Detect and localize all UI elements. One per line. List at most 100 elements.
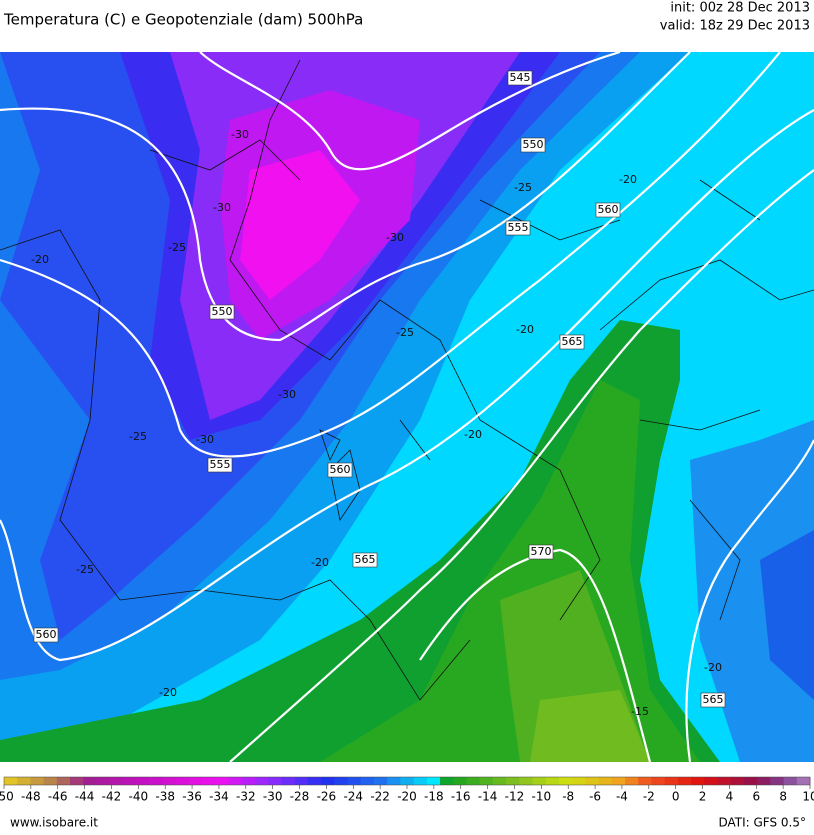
- colorbar-swatch: [783, 777, 798, 785]
- colorbar-swatch: [149, 777, 164, 785]
- colorbar-swatch: [479, 777, 494, 785]
- colorbar-swatch: [492, 777, 507, 785]
- label-box: [327, 462, 353, 478]
- temperature-label: -25: [396, 326, 414, 339]
- colorbar-tick-label: 8: [779, 790, 787, 804]
- label-box: [209, 304, 235, 320]
- colorbar-swatch: [162, 777, 177, 785]
- colorbar-tick-label: -34: [209, 790, 229, 804]
- geopotential-label: 560: [330, 463, 351, 476]
- colorbar-swatch: [704, 777, 719, 785]
- colorbar: -50-48-46-44-42-40-38-36-34-32-30-28-26-…: [0, 776, 814, 804]
- colorbar-swatch: [228, 777, 243, 785]
- label-box: [528, 544, 554, 560]
- geopotential-label: 565: [562, 335, 583, 348]
- label-box: [33, 627, 59, 643]
- colorbar-swatch: [294, 777, 309, 785]
- colorbar-swatch: [4, 777, 18, 785]
- temperature-label: -20: [311, 556, 329, 569]
- colorbar-swatch: [17, 777, 31, 785]
- colorbar-swatch: [532, 777, 547, 785]
- geopotential-label: 555: [508, 221, 529, 234]
- temperature-label: -25: [514, 181, 532, 194]
- colorbar-swatch: [743, 777, 758, 785]
- temperature-label: -20: [31, 253, 49, 266]
- colorbar-swatch: [638, 777, 652, 785]
- colorbar-swatch: [373, 777, 388, 785]
- colorbar-tick-label: -32: [236, 790, 256, 804]
- data-source: DATI: GFS 0.5°: [718, 816, 806, 830]
- colorbar-tick-label: 4: [726, 790, 734, 804]
- temperature-label: -20: [619, 173, 637, 186]
- temperature-label: -30: [386, 231, 404, 244]
- label-box: [520, 137, 546, 153]
- colorbar-tick-label: -40: [129, 790, 149, 804]
- geopotential-label: 560: [598, 203, 619, 216]
- colorbar-swatch: [506, 777, 520, 785]
- label-box: [505, 220, 531, 236]
- colorbar-swatch: [730, 777, 745, 785]
- colorbar-swatch: [321, 777, 335, 785]
- colorbar-swatch: [188, 777, 203, 785]
- colorbar-swatch: [691, 777, 705, 785]
- colorbar-tick-label: -50: [0, 790, 14, 804]
- colorbar-swatch: [334, 777, 349, 785]
- temperature-label: -30: [196, 433, 214, 446]
- title: Temperatura (C) e Geopotenziale (dam) 50…: [3, 11, 363, 29]
- colorbar-tick-label: -24: [343, 790, 363, 804]
- colorbar-swatch: [241, 777, 256, 785]
- geopotential-label: 545: [510, 71, 531, 84]
- colorbar-swatch: [83, 777, 97, 785]
- colorbar-swatch: [625, 777, 639, 785]
- temperature-label: -20: [516, 323, 534, 336]
- colorbar-swatch: [558, 777, 573, 785]
- colorbar-tick-label: 10: [802, 790, 814, 804]
- colorbar-tick-label: -8: [562, 790, 574, 804]
- colorbar-swatch: [70, 777, 84, 785]
- colorbar-swatch: [400, 777, 415, 785]
- colorbar-tick-label: -36: [182, 790, 202, 804]
- geopotential-label: 560: [36, 628, 57, 641]
- colorbar-swatch: [651, 777, 666, 785]
- colorbar-swatch: [598, 777, 613, 785]
- colorbar-swatch: [413, 777, 428, 785]
- colorbar-tick-label: -14: [478, 790, 498, 804]
- colorbar-swatch: [466, 777, 481, 785]
- colorbar-swatch: [585, 777, 600, 785]
- colorbar-swatch: [545, 777, 560, 785]
- colorbar-swatch: [281, 777, 296, 785]
- colorbar-tick-label: -6: [589, 790, 601, 804]
- valid-time: valid: 18z 29 Dec 2013: [660, 19, 810, 34]
- geopotential-label: 550: [523, 138, 544, 151]
- label-box: [559, 334, 585, 350]
- temperature-label: -30: [213, 201, 231, 214]
- colorbar-tick-label: -2: [643, 790, 655, 804]
- colorbar-swatch: [175, 777, 190, 785]
- colorbar-tick-label: -16: [451, 790, 471, 804]
- colorbar-tick-label: -44: [75, 790, 95, 804]
- colorbar-swatch: [43, 777, 58, 785]
- colorbar-tick-label: -30: [263, 790, 283, 804]
- label-box: [700, 692, 726, 708]
- temperature-label: -25: [168, 241, 186, 254]
- geopotential-label: 565: [703, 693, 724, 706]
- geopotential-label: 550: [212, 305, 233, 318]
- colorbar-tick-label: -48: [21, 790, 41, 804]
- colorbar-swatch: [770, 777, 785, 785]
- geopotential-label: 570: [531, 545, 552, 558]
- colorbar-swatch: [122, 777, 137, 785]
- colorbar-tick-label: 0: [672, 790, 680, 804]
- init-time: init: 00z 28 Dec 2013: [670, 1, 810, 16]
- colorbar-swatch: [109, 777, 124, 785]
- colorbar-swatch: [215, 777, 230, 785]
- colorbar-swatch: [307, 777, 322, 785]
- site-credit: www.isobare.it: [10, 816, 98, 830]
- temperature-label: -20: [704, 661, 722, 674]
- colorbar-swatch: [136, 777, 150, 785]
- temperature-label: -20: [464, 428, 482, 441]
- colorbar-tick-label: -26: [317, 790, 337, 804]
- colorbar-tick-label: -18: [424, 790, 444, 804]
- colorbar-swatch: [440, 777, 454, 785]
- colorbar-swatch: [519, 777, 534, 785]
